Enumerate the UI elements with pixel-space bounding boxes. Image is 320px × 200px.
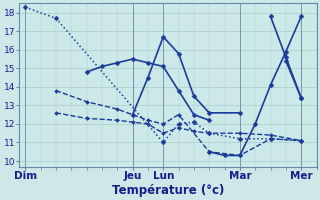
X-axis label: Température (°c): Température (°c) [112,184,224,197]
